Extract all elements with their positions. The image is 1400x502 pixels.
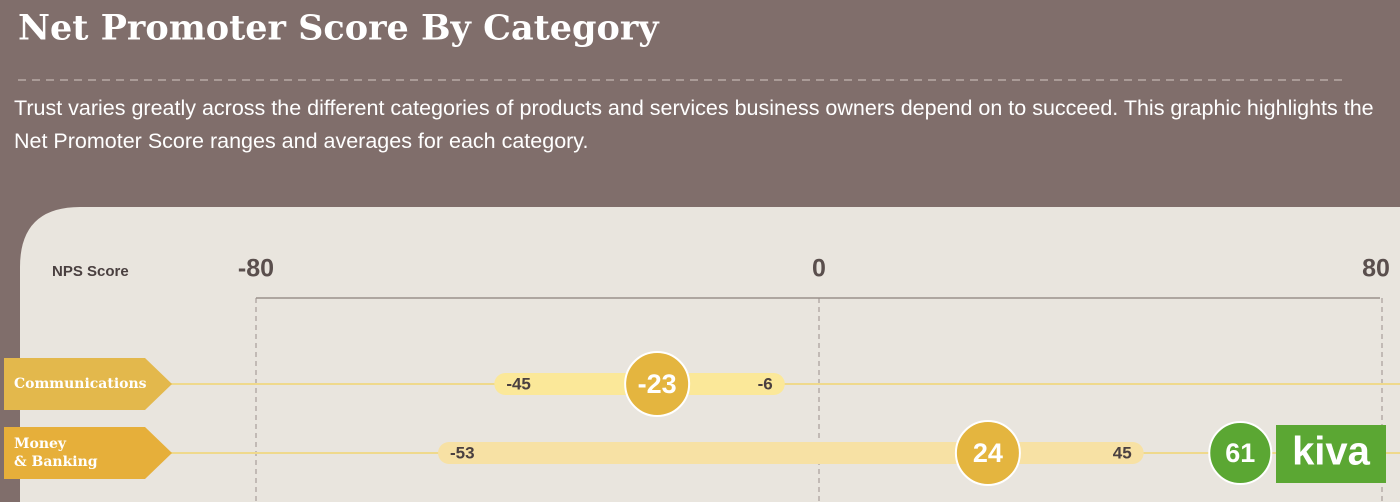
category-label: Communications — [14, 376, 147, 392]
x-tick-label: -80 — [238, 255, 274, 283]
benchmark-logo: kiva — [1292, 430, 1371, 474]
subtitle-box: Trust varies greatly across the differen… — [14, 96, 1374, 153]
average-label: -23 — [638, 369, 677, 399]
benchmark-value: 61 — [1225, 438, 1255, 468]
range-high-label: -6 — [758, 374, 773, 393]
benchmark-logo-box — [1276, 425, 1386, 483]
chart-subtitle: Trust varies greatly across the differen… — [14, 96, 1374, 153]
x-tick-label: 80 — [1362, 255, 1390, 283]
average-marker — [954, 420, 1021, 486]
average-label: 24 — [973, 438, 1003, 468]
range-low-label: -45 — [506, 374, 531, 393]
axis-label: NPS Score — [52, 263, 129, 280]
benchmark-marker — [1208, 421, 1273, 485]
range-bar — [438, 442, 1144, 464]
average-marker — [624, 351, 691, 417]
x-tick-label: 0 — [812, 255, 826, 283]
chart-title: Net Promoter Score By Category — [18, 8, 660, 49]
chart-panel — [20, 207, 1400, 502]
range-high-label: 45 — [1113, 443, 1132, 462]
range-low-label: -53 — [450, 443, 475, 462]
category-tab — [4, 358, 172, 410]
category-tab — [4, 427, 172, 479]
category-label: Money & Banking — [14, 436, 98, 470]
